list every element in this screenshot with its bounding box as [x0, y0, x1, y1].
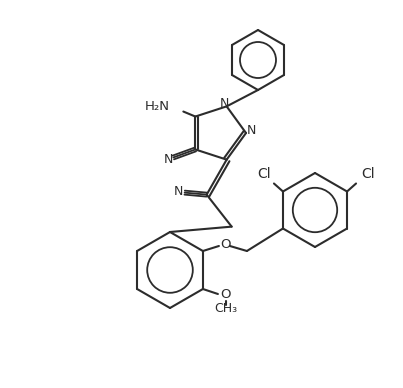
Text: Cl: Cl [361, 168, 375, 182]
Text: H₂N: H₂N [144, 100, 169, 113]
Text: N: N [174, 185, 183, 198]
Text: O: O [221, 289, 231, 301]
Text: CH₃: CH₃ [214, 303, 237, 315]
Text: N: N [246, 123, 256, 137]
Text: Cl: Cl [257, 168, 271, 182]
Text: N: N [220, 97, 229, 110]
Text: N: N [164, 153, 173, 166]
Text: O: O [221, 239, 231, 251]
